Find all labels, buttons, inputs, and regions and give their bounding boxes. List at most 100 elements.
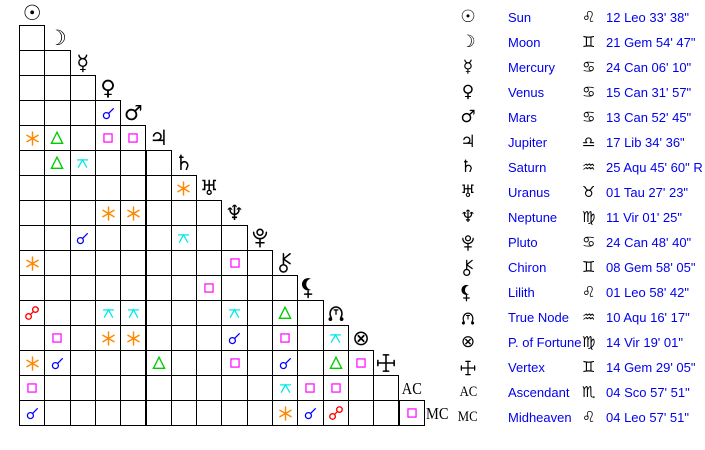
aspect-cell xyxy=(145,150,172,176)
planet-name: Mars xyxy=(508,110,537,125)
aspect-cell xyxy=(145,225,172,251)
sun-icon: ☉ xyxy=(22,0,42,25)
table-row: True Node ♒ 10 Aqu 16' 17" xyxy=(455,305,705,330)
aspect-cell xyxy=(120,300,147,326)
table-row: MC Midheaven ♌ 04 Leo 57' 51" xyxy=(455,405,705,430)
quincunx-icon xyxy=(126,306,141,321)
aspect-cell xyxy=(44,400,71,426)
leo-icon: ♌ xyxy=(582,8,596,26)
moon-icon: ☽ xyxy=(48,25,67,50)
aspect-cell xyxy=(44,275,71,301)
aspect-cell xyxy=(145,250,172,276)
sextile-icon xyxy=(277,405,294,422)
can-icon: ♋ xyxy=(582,58,596,76)
aspect-cell xyxy=(44,50,71,76)
planet-position: 15 Can 31' 57" xyxy=(606,85,692,100)
aspect-cell xyxy=(297,350,324,376)
aspect-cell xyxy=(196,275,223,301)
aspect-cell xyxy=(170,325,198,351)
aspect-cell xyxy=(246,350,273,376)
conjunction-icon xyxy=(303,406,318,421)
aspect-cell xyxy=(94,325,122,351)
aspect-cell xyxy=(19,350,46,376)
planet-position: 14 Vir 19' 01" xyxy=(606,335,683,350)
fortune-icon: ⊗ xyxy=(352,325,370,350)
ac-icon: AC xyxy=(401,378,422,398)
mc-icon: MC xyxy=(425,403,449,423)
gem-icon: ♊ xyxy=(582,358,596,376)
aspect-cell xyxy=(44,75,71,101)
square-icon xyxy=(126,131,140,145)
aspect-cell xyxy=(196,250,223,276)
planet-position: 24 Can 48' 40" xyxy=(606,235,692,250)
fortune-icon: ⊗ xyxy=(460,332,476,352)
quincunx-icon xyxy=(176,231,191,246)
quincunx-icon xyxy=(101,306,116,321)
aspect-cell xyxy=(297,300,324,326)
pluto-icon xyxy=(455,234,481,252)
aspect-cell xyxy=(221,225,248,251)
lilith-icon xyxy=(455,284,481,302)
square-icon xyxy=(303,381,317,395)
gem-icon: ♊ xyxy=(582,258,596,276)
mercury-icon: ☿ xyxy=(462,57,474,77)
sextile-icon xyxy=(100,330,117,347)
planet-position: 11 Vir 01' 25" xyxy=(606,210,683,225)
conjunction-icon xyxy=(101,106,116,121)
aspect-cell xyxy=(297,375,324,401)
aspect-cell xyxy=(170,275,198,301)
sextile-icon xyxy=(125,330,142,347)
table-row: ♃ Jupiter ♎ 17 Lib 34' 36" xyxy=(455,130,705,155)
aspect-cell xyxy=(373,375,400,401)
aspect-cell xyxy=(94,125,122,151)
aspect-grid: ☉ ☽ ☿ ♀ ♂ ♃ ♄ ♅ ♆ ⊗ AC MC xyxy=(19,0,449,426)
conjunction-icon xyxy=(25,406,40,421)
square-icon xyxy=(278,331,292,345)
vir-icon: ♍ xyxy=(582,208,596,226)
aspect-cell xyxy=(347,375,375,401)
trine-icon xyxy=(277,305,293,321)
aspect-cell xyxy=(120,225,147,251)
aspect-cell xyxy=(19,325,46,351)
saturn-icon: ♄ xyxy=(174,150,194,175)
conjunction-icon xyxy=(50,356,65,371)
aspect-cell xyxy=(170,400,198,426)
planet-position: 12 Leo 33' 38" xyxy=(606,10,690,25)
aspect-cell xyxy=(69,350,96,376)
aspect-cell xyxy=(170,350,198,376)
aspect-cell xyxy=(69,125,96,151)
conjunction-icon xyxy=(75,231,90,246)
aspect-cell xyxy=(44,175,71,201)
planet-position: 24 Can 06' 10" xyxy=(606,60,692,75)
aspect-cell xyxy=(246,250,273,276)
pluto-icon xyxy=(247,225,273,251)
aspect-cell xyxy=(221,275,248,301)
mercury-icon: ☿ xyxy=(76,50,90,75)
aspect-cell xyxy=(120,325,147,351)
aspect-cell xyxy=(19,175,46,201)
aspect-cell xyxy=(94,150,122,176)
planet-position: 13 Can 52' 45" xyxy=(606,110,692,125)
mars-icon: ♂ xyxy=(460,107,476,127)
planet-name: Venus xyxy=(508,85,545,100)
table-row: ♄ Saturn ♒ 25 Aqu 45' 60" R xyxy=(455,155,705,180)
aspect-cell xyxy=(398,400,425,426)
planet-name: Lilith xyxy=(508,285,535,300)
opposition-icon xyxy=(328,405,344,421)
trine-icon xyxy=(151,355,167,371)
aspect-cell xyxy=(322,400,349,426)
aspect-cell xyxy=(145,275,172,301)
planet-position: 01 Leo 58' 42" xyxy=(606,285,690,300)
chiron-icon xyxy=(455,259,481,277)
aspect-cell xyxy=(19,200,46,226)
aspect-cell xyxy=(19,275,46,301)
aspect-cell xyxy=(272,400,299,426)
square-icon xyxy=(329,381,343,395)
aspect-cell xyxy=(272,325,299,351)
aspect-cell xyxy=(221,400,248,426)
quincunx-icon xyxy=(227,306,242,321)
aspect-cell xyxy=(120,150,147,176)
aspect-cell xyxy=(69,400,96,426)
aspect-cell xyxy=(145,325,172,351)
aspect-cell xyxy=(170,200,198,226)
